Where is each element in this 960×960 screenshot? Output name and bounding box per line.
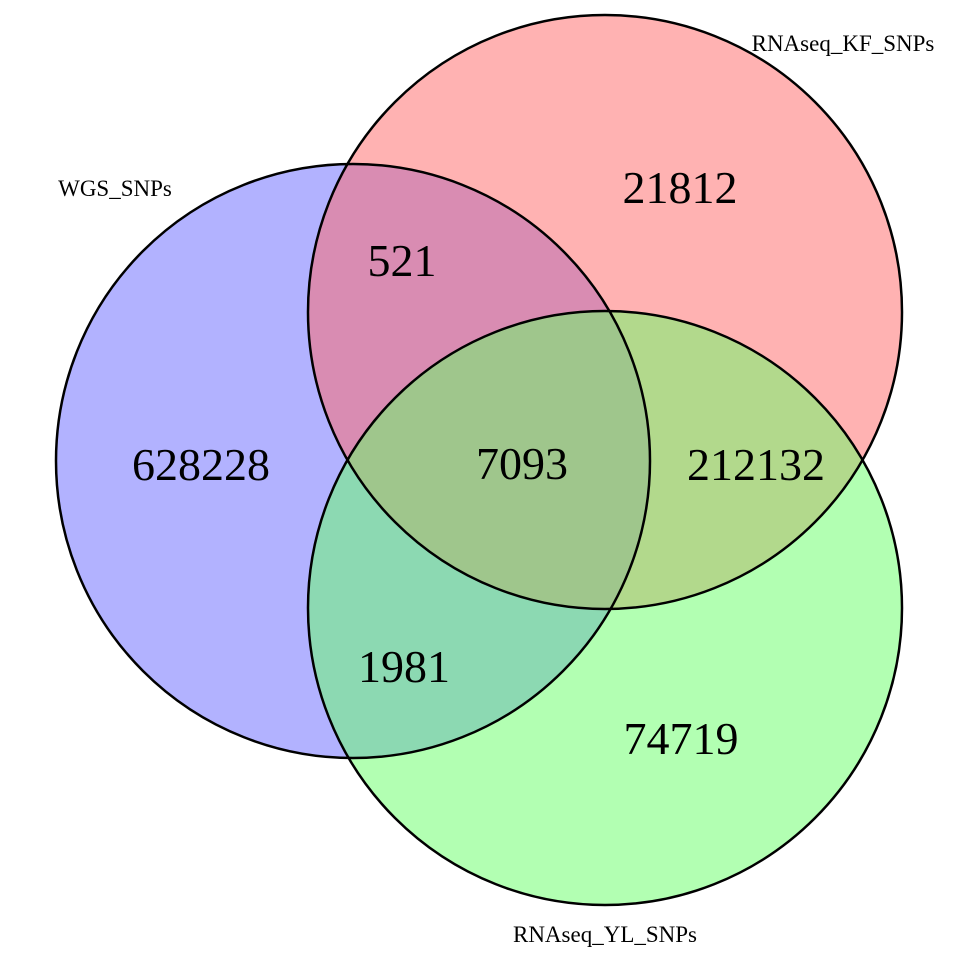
yl-circle-outline <box>306 309 904 907</box>
yl-set-label: RNAseq_YL_SNPs <box>513 922 697 947</box>
count-yl-only: 74719 <box>624 713 739 764</box>
kf-set-label: RNAseq_KF_SNPs <box>752 31 935 56</box>
count-kf-yl: 212132 <box>687 439 825 490</box>
count-kf-only: 21812 <box>623 162 738 213</box>
wgs-circle-outline <box>54 162 652 760</box>
count-wgs-kf: 521 <box>368 235 437 286</box>
wgs-set-label: WGS_SNPs <box>58 176 172 201</box>
count-all-three: 7093 <box>476 438 568 489</box>
kf-circle-outline <box>306 13 904 611</box>
count-wgs-only: 628228 <box>132 439 270 490</box>
count-wgs-yl: 1981 <box>358 641 450 692</box>
